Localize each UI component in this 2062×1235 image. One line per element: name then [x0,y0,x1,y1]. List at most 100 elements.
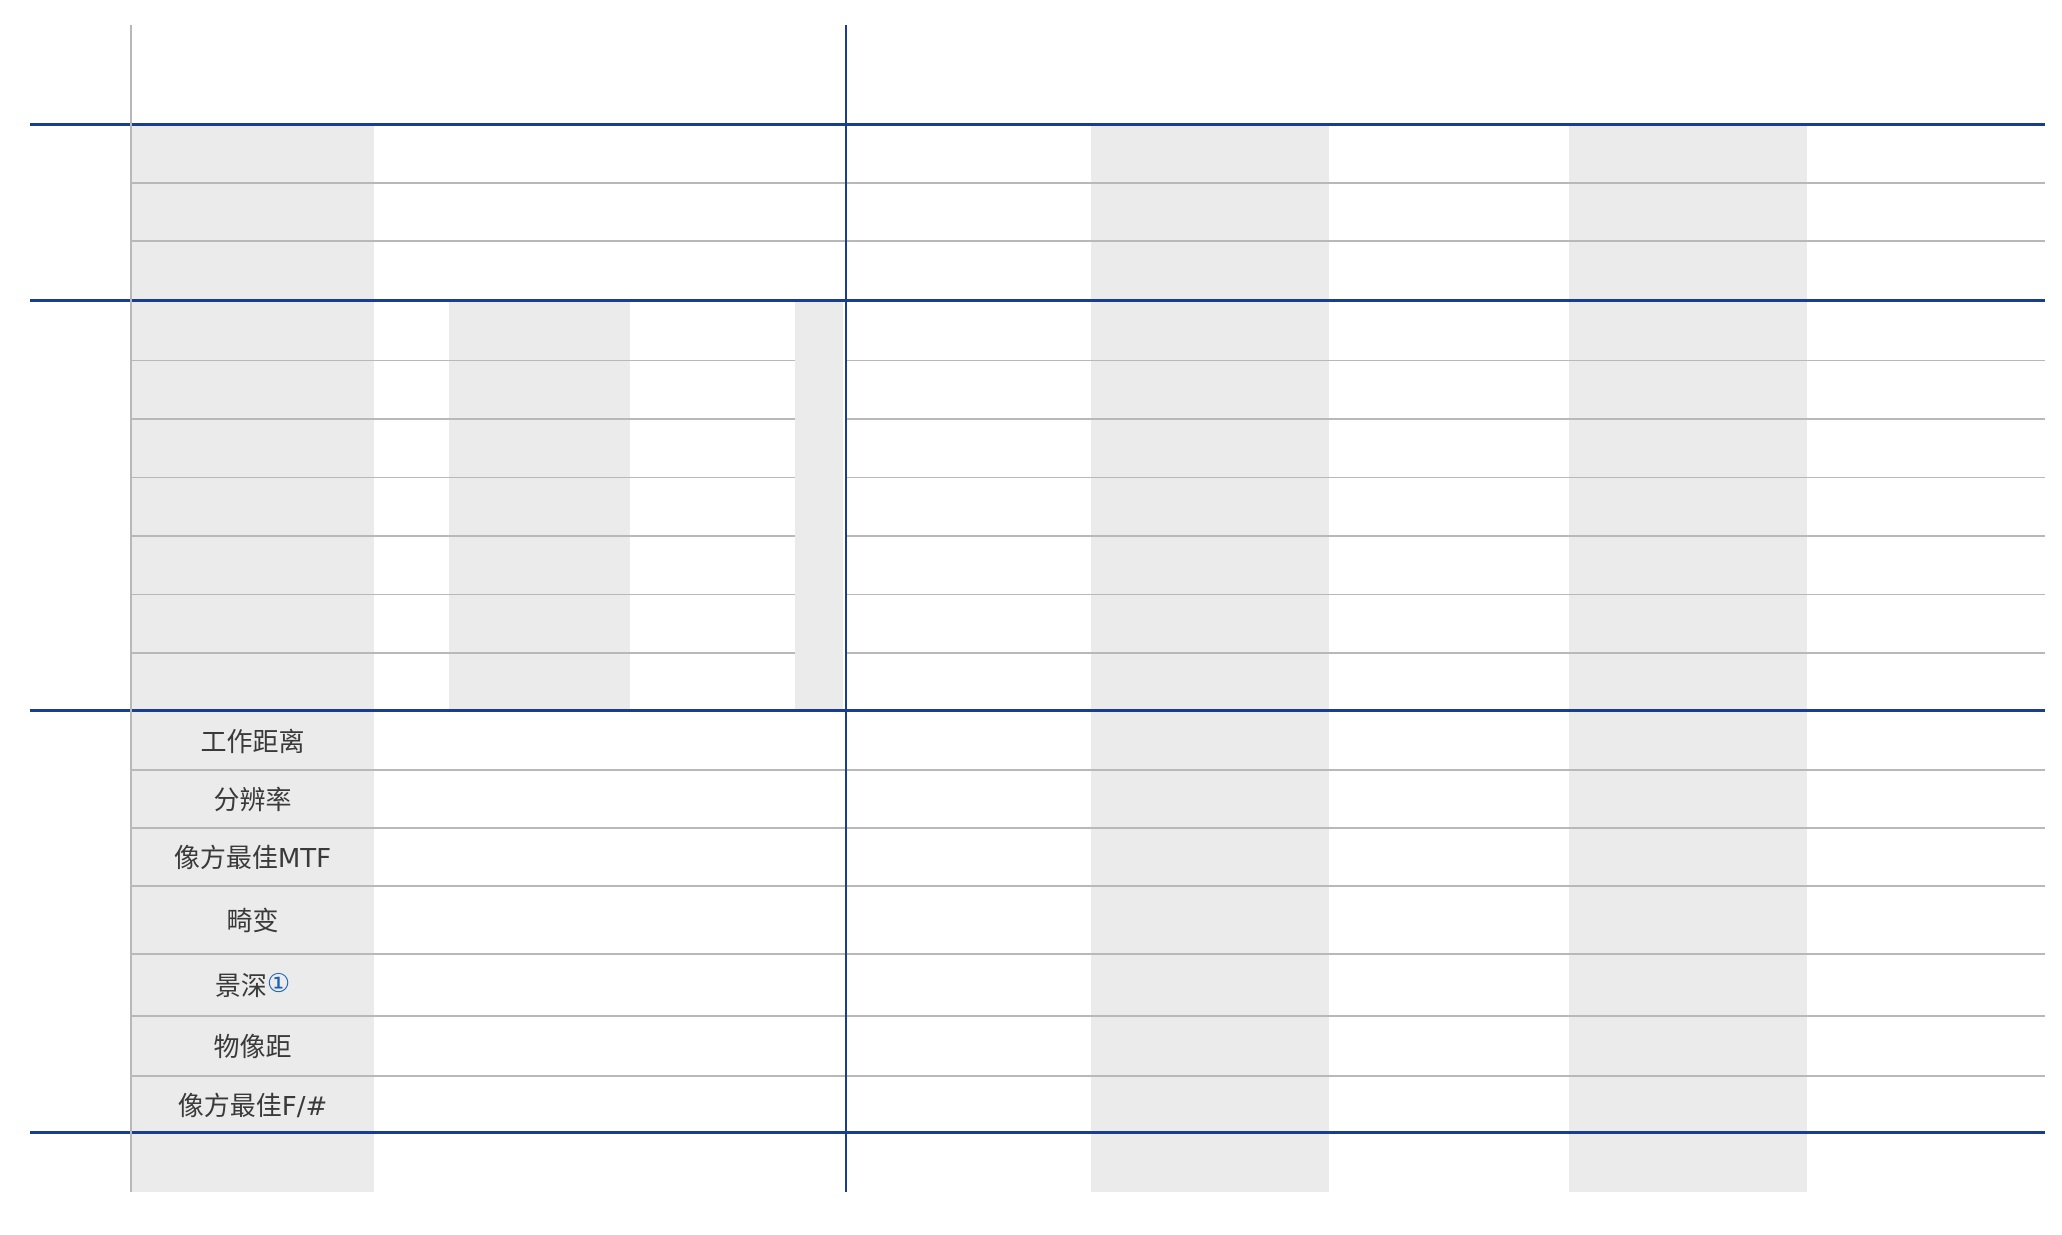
optical-row-unit [620,1015,800,1075]
section-optical-spec [30,711,140,1131]
detector-row-value [1094,477,1324,536]
optical-row-value [1810,769,2040,827]
model-header-1 [835,30,1095,86]
product-model-label [30,30,140,86]
detector-unit [630,360,795,419]
size-row-value [1094,1133,1324,1192]
fov-axis-label [795,301,843,709]
label-column-shade [131,125,374,299]
section-divider [30,299,2045,302]
detector-size-label [131,594,374,653]
detector-wh-label [374,477,449,536]
row-divider [130,593,795,595]
optical-row-label: 像方最佳MTF [131,827,374,885]
detector-row-value [1331,594,1561,653]
lens-row-value [850,241,1080,299]
section-column-divider [130,25,132,1192]
optical-row-value [1094,1015,1324,1075]
detector-dims [449,535,630,594]
optical-row-label: 像方最佳F/# [131,1075,374,1133]
lens-row-value [1094,241,1324,299]
lens-row-value [1331,183,1561,241]
optical-row-value [1331,953,1561,1015]
footnote-marker: ① [266,969,291,999]
size-row-value [1810,1133,2040,1192]
detector-unit [630,418,795,477]
lens-row-value [850,183,1080,241]
detector-wh-label [374,594,449,653]
detector-dims [449,301,630,360]
optical-row-label: 畸变 [131,885,374,953]
detector-row-value [1331,535,1561,594]
detector-row-value [1810,360,2040,419]
row-divider [845,359,2045,361]
optical-row-label-text: 畸变 [226,906,279,937]
lens-row-value [1810,241,2040,299]
optical-row-value [1331,885,1561,953]
detector-row-value [1331,301,1561,360]
optical-row-value [1810,953,2040,1015]
row-divider [130,1015,2045,1017]
optical-row-label-text: 分辨率 [213,785,292,816]
row-divider [130,240,2045,242]
detector-row-value [1810,301,2040,360]
optical-row-value [1094,953,1324,1015]
row-divider [845,652,2045,654]
detector-dims [449,652,630,711]
detector-wh-label [374,535,449,594]
detector-wh-label [374,418,449,477]
detector-row-value [1810,477,2040,536]
optical-row-label: 分辨率 [131,769,374,827]
detector-dims [449,477,630,536]
detector-row-value [1568,535,1798,594]
lens-row-value [1094,183,1324,241]
detector-wh-label [374,360,449,419]
model-header-4 [1553,30,1813,86]
detector-row-value [850,652,1080,711]
optical-row-unit [620,711,800,769]
optical-row-unit [620,1075,800,1133]
detector-unit [630,594,795,653]
detector-wh-label [374,652,449,711]
size-row-value [1568,1133,1798,1192]
value-column-shade [1091,125,1329,1192]
detector-row-value [1094,652,1324,711]
optical-row-label-text: 像方最佳MTF [173,843,332,874]
row-divider [130,535,795,537]
detector-row-value [850,360,1080,419]
row-divider [130,1075,2045,1077]
lens-row-unit [620,241,810,299]
lens-row-value [1810,183,2040,241]
section-divider [30,709,2045,712]
detector-wh-label [374,301,449,360]
optical-row-value [850,1015,1080,1075]
detector-row-value [1094,301,1324,360]
size-row-shade [131,1133,374,1192]
optical-row-value [850,769,1080,827]
detector-unit [630,301,795,360]
detector-row-value [1568,360,1798,419]
detector-row-value [1331,477,1561,536]
model-header-3 [1316,30,1576,86]
optical-row-value [1568,885,1798,953]
detector-size-label [131,360,374,419]
optical-row-value [850,827,1080,885]
optical-row-label: 物像距 [131,1015,374,1075]
size-row-value [850,1133,1080,1192]
optical-row-value [1568,953,1798,1015]
detector-row-value [1331,418,1561,477]
lens-row-value [1331,125,1561,183]
size-row-unit [620,1133,800,1192]
optical-row-value [1568,1075,1798,1133]
value-column-shade [1569,125,1807,1192]
row-divider [130,418,795,420]
optical-row-label-text: 工作距离 [200,727,305,758]
size-row-value [1331,1133,1561,1192]
row-divider [130,827,2045,829]
optical-row-value [1810,1075,2040,1133]
row-divider [845,535,2045,537]
optical-row-value [1810,1015,2040,1075]
detector-row-value [850,535,1080,594]
optical-row-value [850,885,1080,953]
optical-row-value [1810,885,2040,953]
